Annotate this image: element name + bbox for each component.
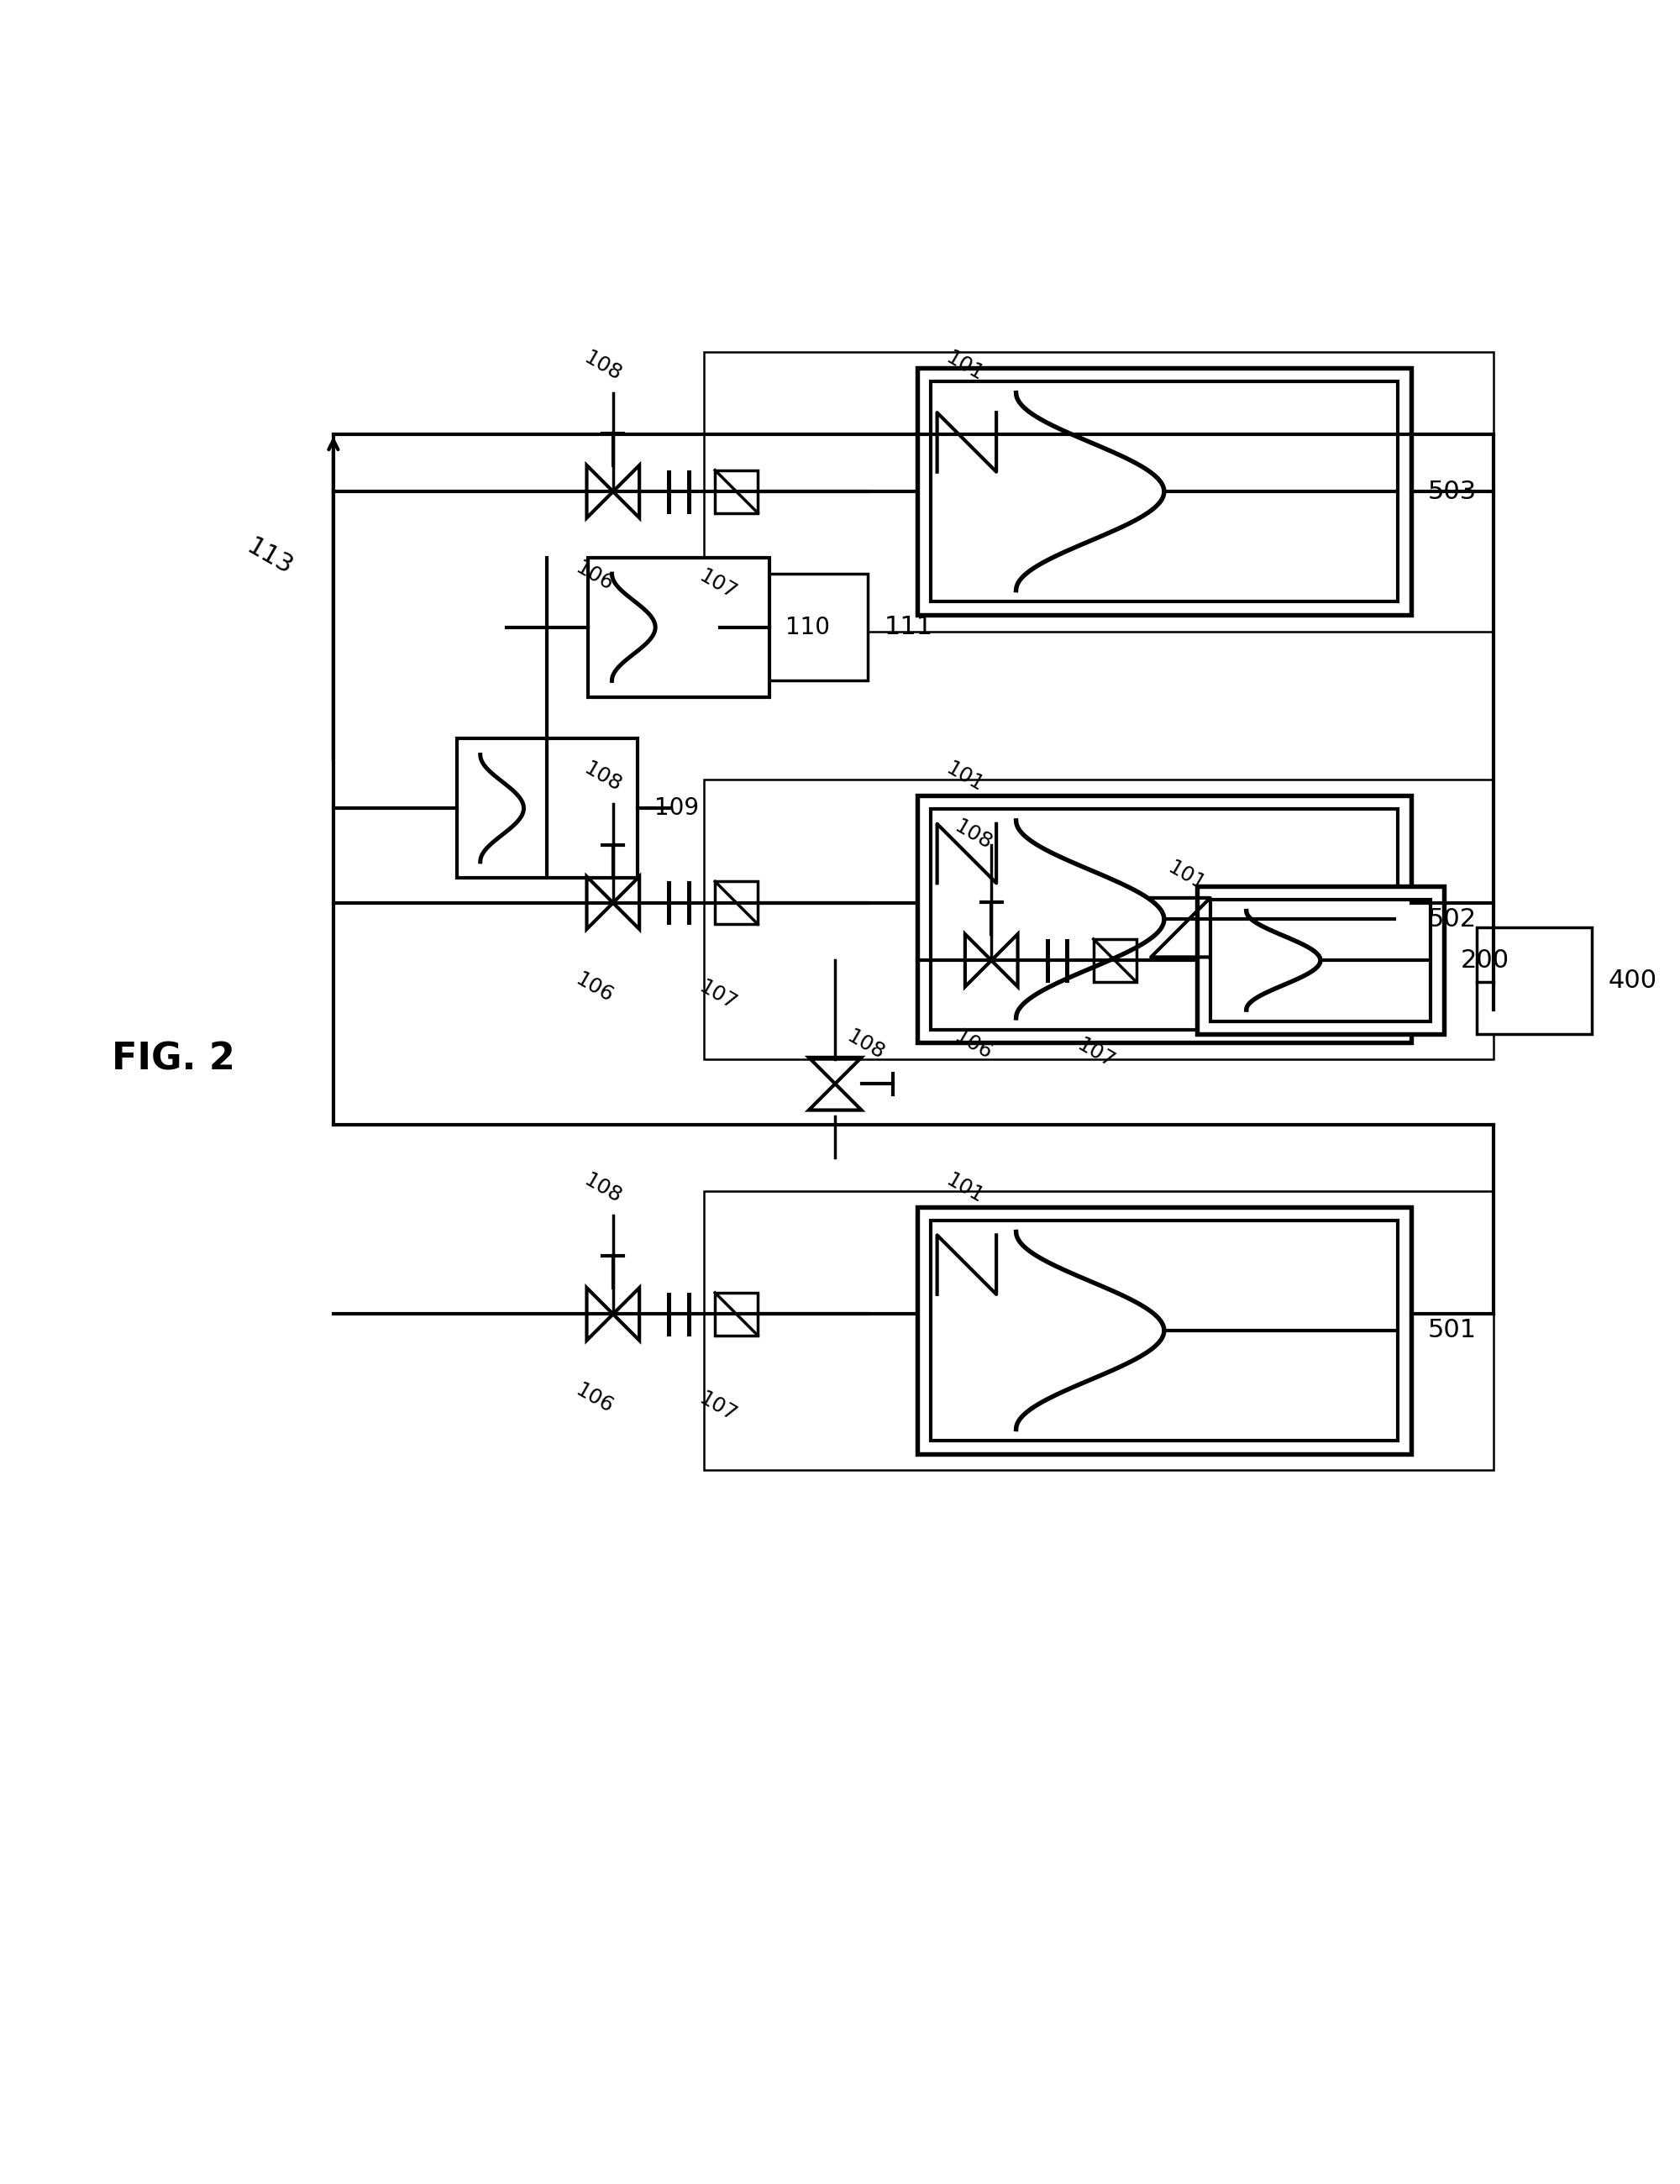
- Bar: [917, 795, 1411, 1042]
- Text: 107: 107: [1074, 1035, 1119, 1072]
- Bar: [704, 1190, 1494, 1470]
- Text: 400: 400: [1608, 970, 1656, 994]
- Text: 106: 106: [951, 1026, 995, 1064]
- Bar: [704, 780, 1494, 1059]
- Bar: [716, 882, 758, 924]
- Bar: [704, 352, 1494, 631]
- Bar: [917, 1208, 1411, 1455]
- Bar: [931, 1221, 1398, 1441]
- Text: 108: 108: [580, 347, 625, 384]
- Bar: [457, 738, 638, 878]
- Text: 107: 107: [696, 976, 739, 1013]
- Bar: [1094, 939, 1136, 983]
- Text: 109: 109: [654, 797, 699, 819]
- Text: 108: 108: [580, 758, 625, 795]
- Text: 107: 107: [696, 566, 739, 603]
- Text: 501: 501: [1428, 1319, 1477, 1343]
- Bar: [721, 574, 869, 681]
- Text: 106: 106: [571, 1380, 617, 1417]
- Bar: [1477, 928, 1593, 1035]
- Text: 101: 101: [942, 1171, 986, 1208]
- Text: 200: 200: [1460, 948, 1509, 972]
- Bar: [917, 369, 1411, 616]
- Text: 106: 106: [571, 557, 617, 594]
- Bar: [931, 808, 1398, 1029]
- Text: 111: 111: [884, 616, 934, 640]
- Text: 108: 108: [843, 1026, 889, 1064]
- Text: 101: 101: [942, 758, 986, 795]
- Text: 108: 108: [580, 1171, 625, 1208]
- Text: 503: 503: [1428, 478, 1477, 505]
- Bar: [588, 557, 769, 697]
- Text: 107: 107: [696, 1389, 739, 1426]
- Bar: [716, 1293, 758, 1334]
- Text: 113: 113: [244, 535, 297, 581]
- Text: 108: 108: [951, 817, 995, 854]
- Text: 502: 502: [1428, 906, 1477, 930]
- Text: 110: 110: [786, 616, 830, 640]
- Bar: [1198, 887, 1443, 1035]
- Text: 106: 106: [571, 970, 617, 1007]
- Bar: [931, 382, 1398, 603]
- Text: 101: 101: [942, 347, 986, 384]
- Text: 101: 101: [1164, 856, 1210, 895]
- Bar: [1210, 900, 1431, 1022]
- Bar: [716, 470, 758, 513]
- Text: FIG. 2: FIG. 2: [111, 1042, 235, 1077]
